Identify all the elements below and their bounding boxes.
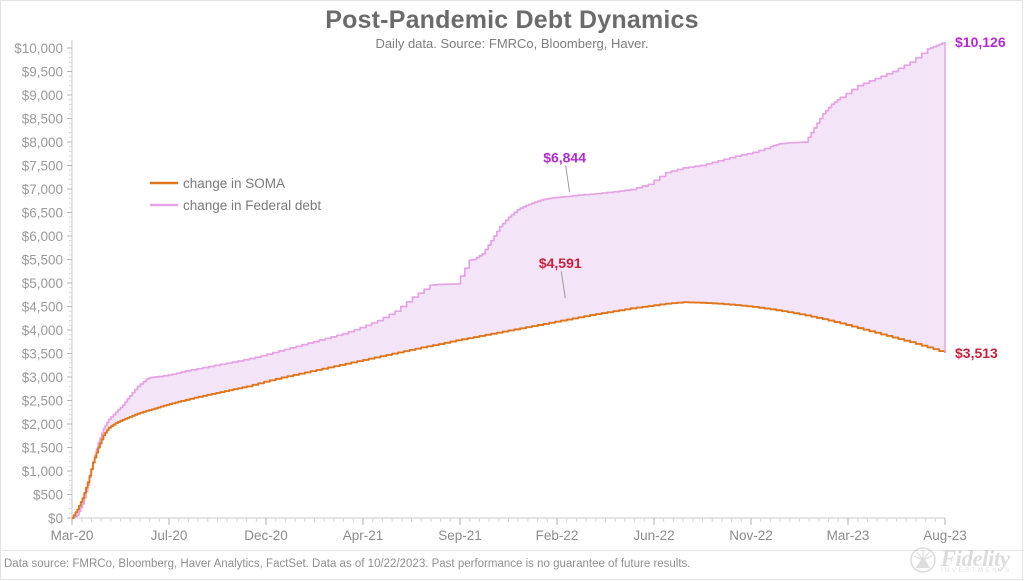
x-tick-label: Nov-22 [729,528,773,543]
x-tick-label: Jun-22 [633,528,674,543]
y-tick-label: $9,500 [22,65,63,80]
x-tick-label: Feb-22 [536,528,579,543]
chart-legend: change in SOMA change in Federal debt [150,176,321,213]
chart-title: Post-Pandemic Debt Dynamics [325,6,699,34]
y-tick-label: $8,000 [22,135,63,150]
y-tick-label: $10,000 [14,41,63,56]
fidelity-pyramid-icon [909,547,936,573]
y-tick-label: $9,000 [22,88,63,103]
footer-disclaimer: Data source: FMRCo, Bloomberg, Haver Ana… [4,558,691,570]
series-line-change-in-federal-debt [72,42,946,519]
legend-label: change in SOMA [183,176,285,191]
fidelity-tagline: INVESTMENTS [940,567,1012,574]
series-line-change-in-soma [72,301,946,519]
x-tick-label: Aug-23 [923,528,967,543]
y-tick-label: $5,000 [22,276,63,291]
x-tick-label: Jul-20 [151,528,188,543]
y-tick-label: $3,500 [22,347,63,362]
annotation-label: $4,591 [539,255,582,271]
annotation-label: $6,844 [543,149,586,165]
chart-annotations: $6,844 $4,591 $10,126 $3,513 [539,34,1006,361]
fidelity-logo: Fidelity INVESTMENTS [909,545,1012,575]
y-tick-label: $7,500 [22,159,63,174]
y-tick-label: $5,500 [22,253,63,268]
y-tick-label: $0 [48,511,63,526]
y-tick-label: $8,500 [22,112,63,127]
y-tick-label: $500 [33,488,63,503]
x-tick-label: Mar-20 [51,528,94,543]
y-tick-label: $6,000 [22,229,63,244]
x-tick-label: Mar-23 [827,528,870,543]
y-tick-label: $4,000 [22,323,63,338]
annotation-label: $3,513 [955,345,998,361]
chart-subtitle: Daily data. Source: FMRCo, Bloomberg, Ha… [375,36,649,51]
y-axis-ticks: $0 $500 $1,000 $1,500 $2,000 $2,500 $3,000 $3,5… [14,41,72,526]
footer-divider [0,550,1024,551]
y-tick-label: $7,000 [22,182,63,197]
chart-plot-area: $0 $500 $1,000 $1,500 $2,000 $2,500 $3,000 $3,5… [14,34,1006,543]
y-tick-label: $1,000 [22,464,63,479]
legend-label: change in Federal debt [183,198,321,213]
x-tick-label: Dec-20 [244,528,288,543]
y-tick-label: $1,500 [22,441,63,456]
fidelity-wordmark: Fidelity [940,545,1010,571]
y-tick-label: $2,000 [22,417,63,432]
y-tick-label: $4,500 [22,300,63,315]
y-tick-label: $2,500 [22,394,63,409]
x-tick-label: Sep-21 [438,528,482,543]
y-tick-label: $3,000 [22,370,63,385]
y-tick-label: $6,500 [22,206,63,221]
x-tick-label: Apr-21 [343,528,384,543]
annotation-label: $10,126 [955,34,1006,50]
area-band-between-series [72,42,945,518]
x-axis-ticks: Mar-20 Jul-20 Dec-20 Apr-21 Sep-21 Feb-22 Jun-… [51,518,967,543]
